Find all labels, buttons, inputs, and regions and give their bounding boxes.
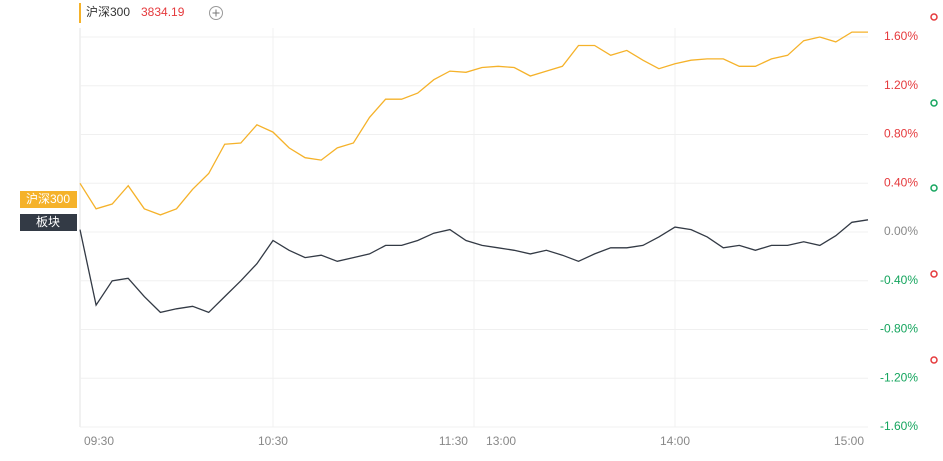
x-tick-label: 13:00 [486,434,516,448]
side-dot[interactable] [930,356,938,364]
series-tag-label: 板块 [36,215,60,229]
y-tick-label: 0.00% [884,224,918,238]
series-tag [20,214,77,231]
side-dot[interactable] [930,184,938,192]
legend-name: 沪深300 [86,5,130,19]
x-tick-label: 11:30 [439,434,468,448]
series-line [79,219,869,314]
legend-bar [79,3,81,23]
x-tick-label: 10:30 [258,434,288,448]
y-tick-label: 1.60% [884,29,918,43]
side-dot[interactable] [930,13,938,21]
y-tick-label: -0.80% [880,322,918,336]
y-tick-label: -0.40% [880,273,918,287]
x-tick-label: 14:00 [660,434,690,448]
add-button[interactable] [209,6,223,20]
y-tick-label: 0.80% [884,127,918,141]
side-dot[interactable] [930,270,938,278]
series-tag [20,191,77,208]
series-tag-label: 沪深300 [26,192,70,206]
legend-value: 3834.19 [141,5,185,19]
side-dots [930,13,938,364]
side-dot[interactable] [930,99,938,107]
series-line [79,31,868,216]
y-tick-label: -1.60% [880,419,918,433]
add-plus[interactable] [212,9,220,17]
x-tick-label: 15:00 [834,434,864,448]
y-tick-label: -1.20% [880,370,918,384]
y-tick-label: 0.40% [884,175,918,189]
x-tick-label: 09:30 [84,434,114,448]
y-tick-label: 1.20% [884,78,918,92]
